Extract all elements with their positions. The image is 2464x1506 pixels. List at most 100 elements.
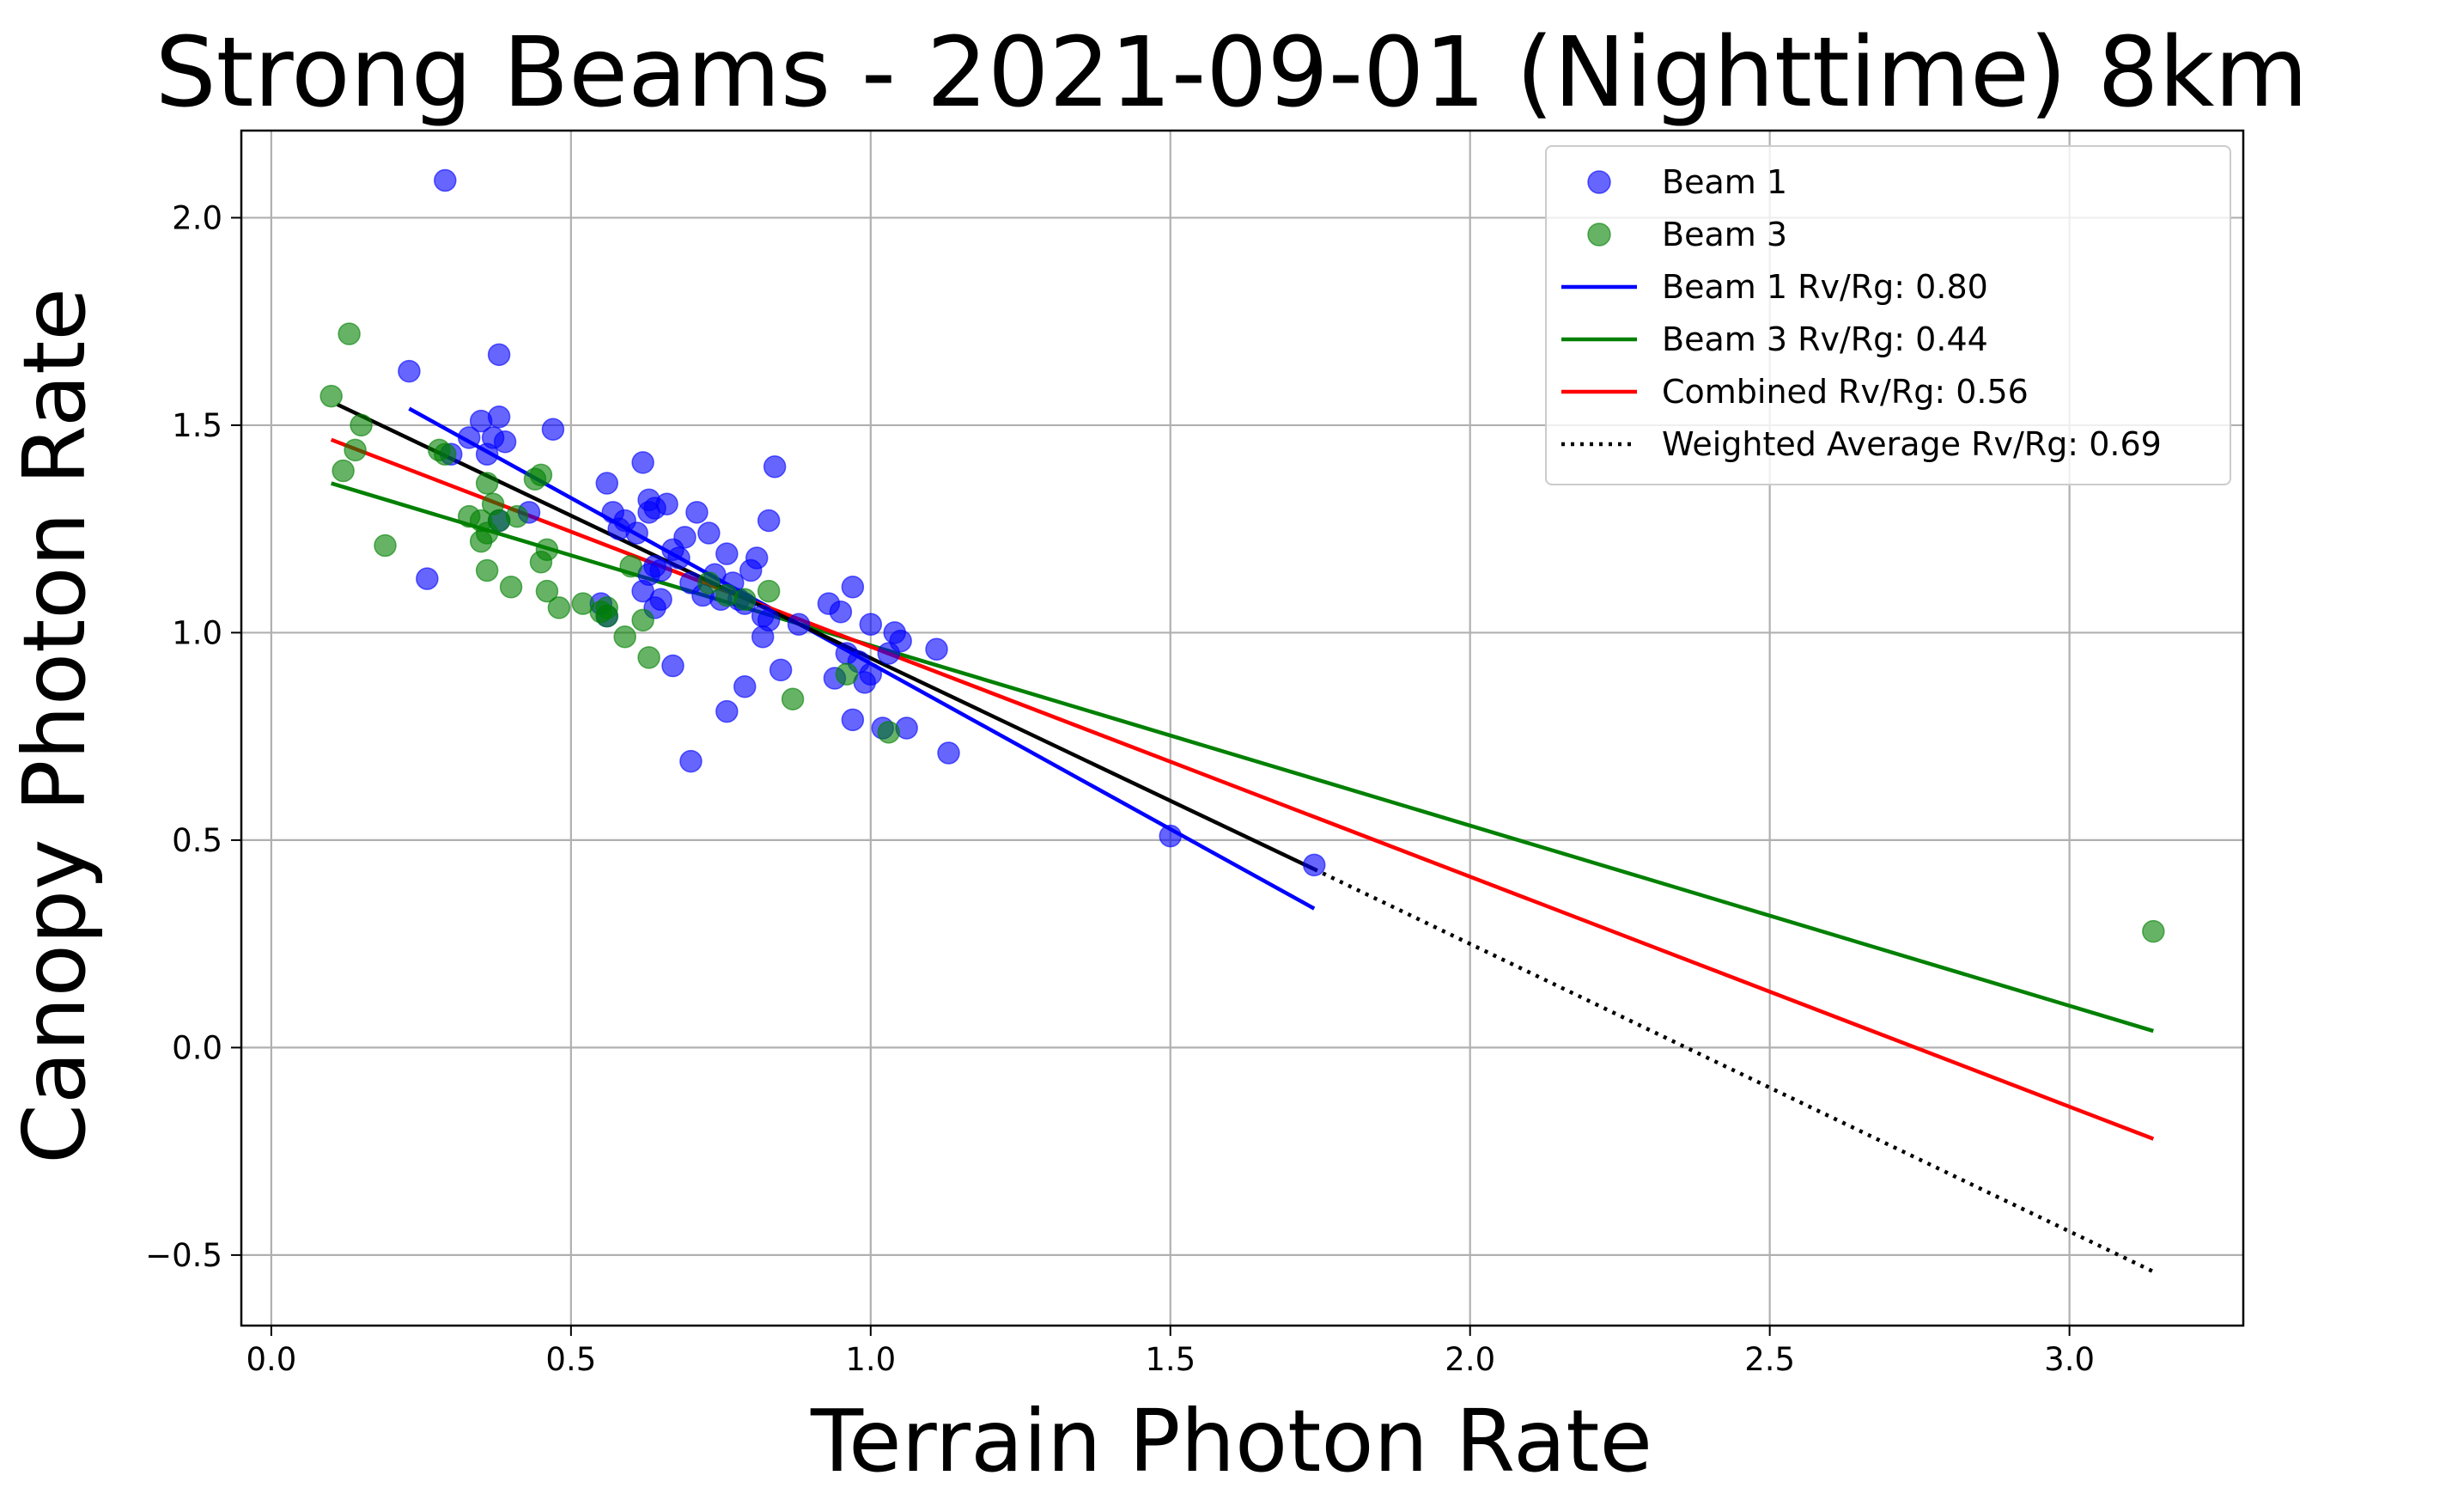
beam-1-point bbox=[859, 613, 883, 637]
beam-1-point bbox=[757, 509, 781, 533]
x-tick-label: 0.5 bbox=[545, 1341, 596, 1378]
beam-1-point bbox=[937, 741, 960, 765]
beam-3-point bbox=[535, 579, 559, 603]
beam-1-point bbox=[655, 492, 678, 515]
plot-area-frame bbox=[240, 129, 2245, 1327]
beam-3-point bbox=[475, 558, 499, 582]
beam-1-point bbox=[625, 521, 648, 545]
beam-1-point bbox=[673, 526, 697, 549]
beam-1-point bbox=[733, 674, 757, 698]
beam-1-point bbox=[416, 567, 439, 590]
y-tick-label: 0.5 bbox=[172, 822, 222, 859]
y-axis-ticks: −0.5 0.0 0.5 1.0 1.5 2.0 bbox=[145, 199, 241, 1274]
beam-1-point bbox=[487, 405, 511, 429]
beam-1-point bbox=[787, 613, 811, 637]
scatter-points bbox=[319, 168, 2165, 943]
beam-1-point bbox=[745, 546, 769, 570]
beam-1-point bbox=[649, 588, 672, 612]
beam-1-point bbox=[697, 521, 721, 545]
legend-label: Beam 1 Rv/Rg: 0.80 bbox=[1662, 268, 1988, 306]
y-tick-label: 1.0 bbox=[172, 614, 222, 651]
beam-3-point bbox=[733, 588, 757, 612]
y-tick-label: −0.5 bbox=[145, 1237, 222, 1274]
legend-label: Combined Rv/Rg: 0.56 bbox=[1662, 373, 2029, 411]
beam-3-point bbox=[697, 571, 721, 594]
y-axis-label: Canopy Photon Rate bbox=[4, 288, 105, 1164]
beam-3-point bbox=[619, 554, 642, 578]
beam-1-point bbox=[841, 708, 865, 732]
beam-3-point bbox=[319, 384, 343, 408]
beam-3-point bbox=[499, 576, 523, 599]
beam-3-point bbox=[434, 442, 457, 466]
beam-1-point bbox=[457, 426, 481, 449]
beam-3-point bbox=[613, 625, 636, 649]
beam-3-point bbox=[877, 721, 900, 744]
beam-3-point bbox=[757, 579, 781, 603]
beam-1-point bbox=[715, 542, 739, 565]
beam-1-point bbox=[751, 625, 775, 649]
x-tick-label: 3.0 bbox=[2044, 1341, 2095, 1378]
beam-3-point bbox=[338, 322, 361, 345]
y-tick-label: 1.5 bbox=[172, 407, 222, 444]
legend-marker-beam-3 bbox=[1587, 223, 1611, 247]
beam-1-point bbox=[925, 637, 948, 661]
beam-1-point bbox=[769, 658, 793, 682]
beam-3-point bbox=[374, 534, 397, 558]
beam-1-point bbox=[487, 343, 511, 367]
beam-3-point bbox=[350, 413, 373, 437]
beam-3-point bbox=[595, 596, 618, 619]
beam-1-point bbox=[841, 576, 865, 599]
legend-label: Weighted Average Rv/Rg: 0.69 bbox=[1662, 425, 2162, 463]
x-tick-label: 0.0 bbox=[246, 1341, 296, 1378]
legend-label: Beam 1 bbox=[1662, 163, 1787, 201]
beam-1-point bbox=[661, 654, 684, 678]
beam-3-point bbox=[505, 504, 529, 528]
weighted-average-rv-rg-0-69-line bbox=[336, 402, 1316, 871]
legend-box bbox=[1545, 145, 2231, 485]
beam-3-point bbox=[547, 596, 571, 619]
weighted-average-rv-rg-0-69-line bbox=[1313, 867, 2155, 1274]
x-tick-label: 2.0 bbox=[1445, 1341, 1495, 1378]
beam-3-point bbox=[332, 459, 355, 483]
beam-1-point bbox=[631, 451, 654, 474]
beam-3-point bbox=[529, 551, 553, 574]
beam-3-point bbox=[475, 472, 499, 495]
y-tick-label: 0.0 bbox=[172, 1029, 222, 1066]
beam-1-point bbox=[685, 501, 709, 524]
beam-1-point bbox=[715, 699, 739, 723]
beam-3-point bbox=[631, 608, 654, 632]
x-axis-ticks: 0.0 0.5 1.0 1.5 2.0 2.5 3.0 bbox=[246, 1326, 2095, 1378]
beam-3-point bbox=[781, 687, 805, 710]
legend: Beam 1 Beam 3 Beam 1 Rv/Rg: 0.80 Beam 3 Rv/… bbox=[1545, 145, 2231, 485]
beam-3-point bbox=[2142, 919, 2165, 943]
beam-3-rv-rg-0-44-line bbox=[331, 481, 2154, 1033]
beam-3-point bbox=[835, 662, 859, 686]
beam-1-point bbox=[889, 629, 912, 653]
beam-1-point bbox=[829, 601, 853, 624]
beam-1-point bbox=[1159, 824, 1183, 848]
x-tick-label: 1.0 bbox=[845, 1341, 896, 1378]
x-tick-label: 2.5 bbox=[1744, 1341, 1795, 1378]
beam-1-point bbox=[1302, 853, 1326, 877]
beam-1-point bbox=[763, 454, 787, 479]
x-tick-label: 1.5 bbox=[1145, 1341, 1195, 1378]
chart-title: Strong Beams - 2021-09-01 (Nighttime) 8k… bbox=[155, 17, 2309, 129]
legend-label: Beam 3 Rv/Rg: 0.44 bbox=[1662, 320, 1988, 358]
beam-3-point bbox=[344, 438, 367, 462]
beam-1-point bbox=[541, 418, 565, 441]
x-axis-label: Terrain Photon Rate bbox=[810, 1391, 1652, 1491]
beam-1-point bbox=[398, 359, 421, 383]
legend-label: Beam 3 bbox=[1662, 216, 1787, 253]
beam-1-point bbox=[493, 430, 517, 454]
trend-lines bbox=[330, 402, 2155, 1274]
beam-1-point bbox=[434, 168, 457, 192]
combined-rv-rg-0-56-line bbox=[330, 437, 2155, 1141]
beam-1-point bbox=[679, 749, 703, 773]
beam-1-point bbox=[595, 472, 618, 495]
beam-1-point bbox=[859, 662, 883, 686]
beam-3-point bbox=[637, 646, 660, 669]
beam-3-point bbox=[529, 463, 553, 487]
y-tick-label: 2.0 bbox=[172, 199, 222, 236]
legend-marker-beam-1 bbox=[1587, 170, 1611, 194]
